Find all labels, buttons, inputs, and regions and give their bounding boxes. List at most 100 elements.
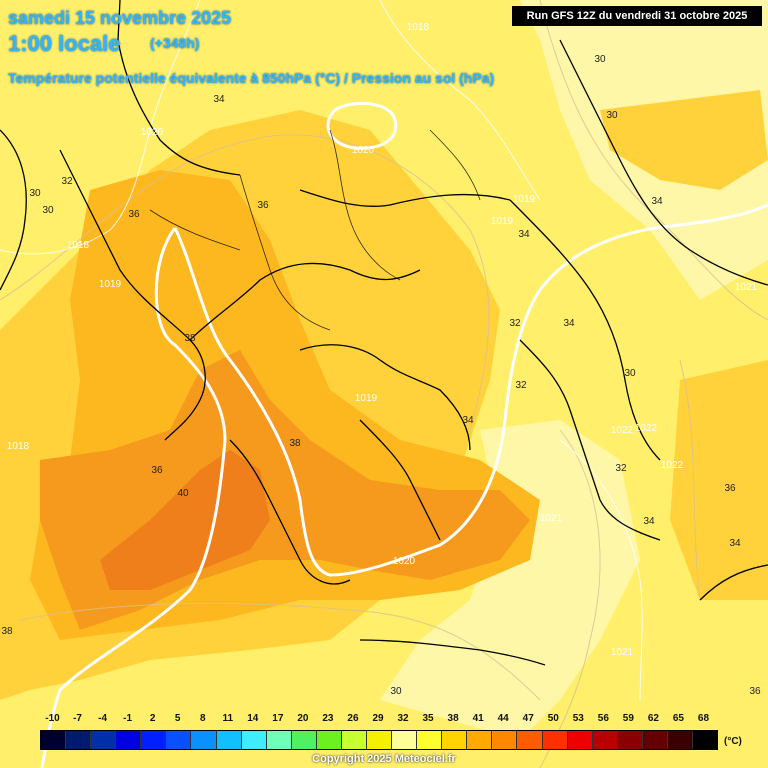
isobars-thin [0, 0, 643, 701]
legend-tick-label: -7 [73, 713, 82, 724]
legend-tick-label: 44 [497, 713, 509, 724]
legend-tick-label: 56 [597, 713, 609, 724]
legend-swatch [392, 731, 418, 749]
legend-tick-label: 41 [472, 713, 484, 724]
map-description: Température potentielle équivalente à 85… [8, 70, 495, 86]
legend-tick-label: 53 [572, 713, 584, 724]
copyright: Copyright 2025 Meteociel.fr [312, 753, 456, 765]
color-legend [40, 730, 718, 750]
legend-ticks: -10 -7 -4 -1 2 5 8 11 14 17 20 23 26 29 32 35 38 41 44 47 50… [0, 713, 768, 727]
legend-swatch [116, 731, 142, 749]
theta-label: 32 [515, 380, 527, 391]
theta-label: 38 [1, 626, 13, 637]
temp-field-35c [670, 360, 768, 600]
legend-swatch [41, 731, 67, 749]
legend-tick-label: 38 [447, 713, 459, 724]
legend-tick-label: 20 [297, 713, 309, 724]
theta-label: 30 [606, 110, 618, 121]
legend-swatch [266, 731, 292, 749]
legend-tick-label: 26 [347, 713, 359, 724]
theta-label: 36 [257, 200, 269, 211]
legend-swatch [241, 731, 267, 749]
legend-tick-label: 2 [149, 713, 156, 724]
theta-label: 30 [29, 188, 41, 199]
map-hour: 1:00 locale [8, 31, 121, 56]
legend-tick-label: 47 [522, 713, 534, 724]
theta-label: 34 [643, 516, 655, 527]
temp-field-35b [600, 90, 768, 190]
legend-swatch [492, 731, 518, 749]
legend-swatch [467, 731, 493, 749]
pressure-label: 1022 [661, 460, 684, 471]
legend-swatch [166, 731, 192, 749]
theta-label: 36 [724, 483, 736, 494]
legend-tick-label: 8 [199, 713, 206, 724]
legend-swatch [91, 731, 117, 749]
run-info: Run GFS 12Z du vendredi 31 octobre 2025 [512, 6, 762, 26]
legend-swatch [617, 731, 643, 749]
pressure-label: 1020 [352, 145, 375, 156]
legend-swatch [141, 731, 167, 749]
pressure-label: 1020 [141, 127, 164, 138]
theta-label: 30 [624, 368, 636, 379]
legend-tick-label: -1 [123, 713, 133, 724]
theta-label: 32 [509, 318, 521, 329]
legend-swatch [542, 731, 568, 749]
theta-label: 34 [518, 229, 530, 240]
legend-tick-label: 62 [647, 713, 659, 724]
pressure-label: 1021 [611, 647, 634, 658]
legend-tick-label: 11 [222, 713, 234, 724]
legend-swatch [517, 731, 543, 749]
pressure-label: 1019 [355, 393, 378, 404]
legend-tick-label: 23 [322, 713, 334, 724]
theta-label: 30 [390, 686, 402, 697]
legend-swatch [592, 731, 618, 749]
theta-label: 34 [213, 94, 225, 105]
legend-swatch [341, 731, 368, 749]
legend-swatch [316, 731, 342, 749]
legend-swatch [216, 731, 242, 749]
map-offset: (+348h) [150, 35, 200, 51]
legend-swatch [291, 731, 317, 749]
pressure-label: 1018 [67, 240, 90, 251]
legend-tick-label: 29 [372, 713, 384, 724]
legend-swatch [66, 731, 92, 749]
legend-unit: (°C) [724, 736, 742, 747]
temp-field-29b [380, 420, 640, 740]
legend-tick-label: 65 [672, 713, 684, 724]
legend-tick-label: 32 [397, 713, 409, 724]
legend-swatch [693, 731, 718, 749]
pressure-labels: 1018 1020 1020 1019 1019 1018 1019 1021 1019 1022… [7, 22, 758, 658]
pressure-label: 1020 [393, 556, 416, 567]
theta-label: 38 [184, 333, 196, 344]
coastlines [0, 0, 768, 666]
theta-label: 32 [61, 176, 73, 187]
legend-swatch [642, 731, 668, 749]
theta-label: 34 [729, 538, 741, 549]
theta-label: 34 [462, 415, 474, 426]
legend-swatch [667, 731, 694, 749]
legend-swatch [442, 731, 468, 749]
legend-swatch [191, 731, 217, 749]
legend-tick-label: 68 [697, 713, 710, 724]
theta-label: 36 [749, 686, 761, 697]
theta-label: 34 [563, 318, 575, 329]
legend-swatch [367, 731, 393, 749]
map-date: samedi 15 novembre 2025 [8, 8, 232, 28]
pressure-label: 1019 [99, 279, 122, 290]
pressure-label: 1018 [7, 441, 30, 452]
pressure-label: 1018 [407, 22, 430, 33]
theta-label: 38 [289, 438, 301, 449]
pressure-label: 1019 [513, 194, 536, 205]
legend-tick-label: -10 [45, 713, 60, 724]
legend-tick-label: -4 [98, 713, 108, 724]
legend-swatch [567, 731, 593, 749]
temp-field-44 [100, 450, 270, 590]
theta-label: 36 [151, 465, 163, 476]
legend-tick-label: 17 [272, 713, 284, 724]
pressure-label: 1021 [540, 513, 563, 524]
borders [149, 129, 481, 331]
